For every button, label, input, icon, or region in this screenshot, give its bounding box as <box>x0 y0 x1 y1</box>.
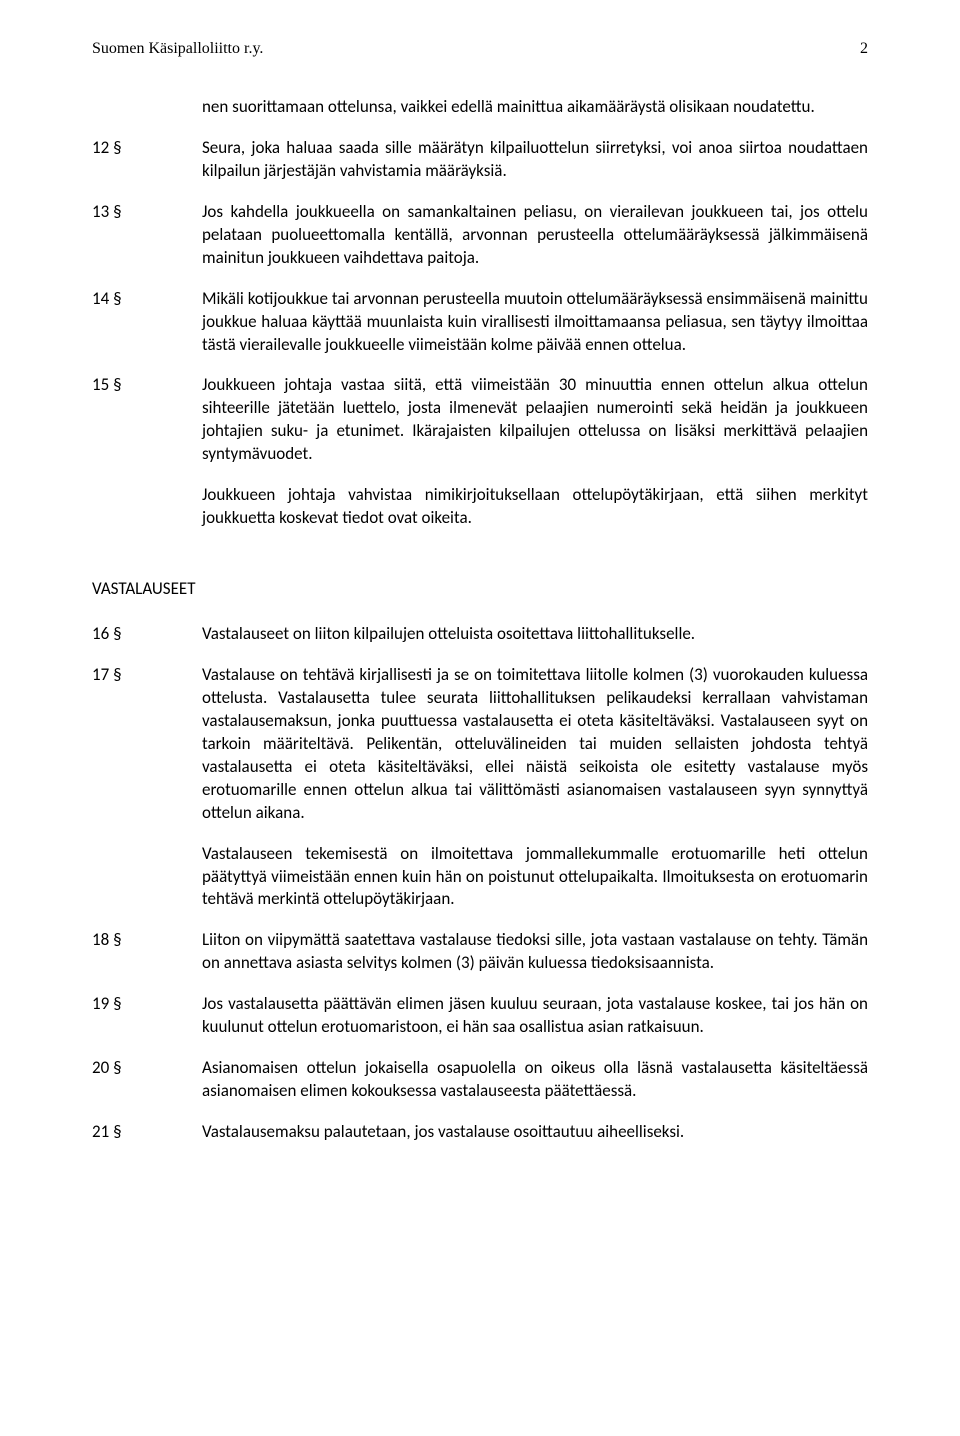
section-number: 19 § <box>92 993 202 1016</box>
section-text: Mikäli kotijoukkue tai arvonnan perustee… <box>202 288 868 357</box>
section-13: 13 § Jos kahdella joukkueella on samanka… <box>92 201 868 270</box>
header-left: Suomen Käsipalloliitto r.y. <box>92 40 263 58</box>
section-17: 17 § Vastalause on tehtävä kirjallisesti… <box>92 664 868 825</box>
section-number: 18 § <box>92 929 202 952</box>
section-text: Jos kahdella joukkueella on samankaltain… <box>202 201 868 270</box>
section-continuation: nen suorittamaan ottelunsa, vaikkei edel… <box>92 96 868 119</box>
section-number: 14 § <box>92 288 202 311</box>
section-15: 15 § Joukkueen johtaja vastaa siitä, ett… <box>92 374 868 466</box>
section-21: 21 § Vastalausemaksu palautetaan, jos va… <box>92 1121 868 1144</box>
section-number: 21 § <box>92 1121 202 1144</box>
section-16: 16 § Vastalauseet on liiton kilpailujen … <box>92 623 868 646</box>
section-19: 19 § Jos vastalausetta päättävän elimen … <box>92 993 868 1039</box>
section-text: Vastalauseet on liiton kilpailujen ottel… <box>202 623 868 646</box>
section-12: 12 § Seura, joka haluaa saada sille määr… <box>92 137 868 183</box>
section-17-continuation: Vastalauseen tekemisestä on ilmoitettava… <box>202 843 868 912</box>
page-header: Suomen Käsipalloliitto r.y. 2 <box>92 40 868 58</box>
section-text: Liiton on viipymättä saatettava vastalau… <box>202 929 868 975</box>
section-number: 15 § <box>92 374 202 397</box>
section-text: Jos vastalausetta päättävän elimen jäsen… <box>202 993 868 1039</box>
section-text: Vastalausemaksu palautetaan, jos vastala… <box>202 1121 868 1144</box>
section-15-continuation: Joukkueen johtaja vahvistaa nimikirjoitu… <box>202 484 868 530</box>
section-text: Vastalause on tehtävä kirjallisesti ja s… <box>202 664 868 825</box>
header-page-number: 2 <box>860 40 868 58</box>
section-number: 17 § <box>92 664 202 687</box>
section-14: 14 § Mikäli kotijoukkue tai arvonnan per… <box>92 288 868 357</box>
section-number: 12 § <box>92 137 202 160</box>
section-text: nen suorittamaan ottelunsa, vaikkei edel… <box>202 96 868 119</box>
section-number: 13 § <box>92 201 202 224</box>
heading-vastalauseet: VASTALAUSEET <box>92 578 868 599</box>
document-page: Suomen Käsipalloliitto r.y. 2 nen suorit… <box>0 0 960 1436</box>
section-20: 20 § Asianomaisen ottelun jokaisella osa… <box>92 1057 868 1103</box>
section-number: 16 § <box>92 623 202 646</box>
section-text: Joukkueen johtaja vastaa siitä, että vii… <box>202 374 868 466</box>
section-number: 20 § <box>92 1057 202 1080</box>
section-text: Asianomaisen ottelun jokaisella osapuole… <box>202 1057 868 1103</box>
section-text: Seura, joka haluaa saada sille määrätyn … <box>202 137 868 183</box>
section-18: 18 § Liiton on viipymättä saatettava vas… <box>92 929 868 975</box>
